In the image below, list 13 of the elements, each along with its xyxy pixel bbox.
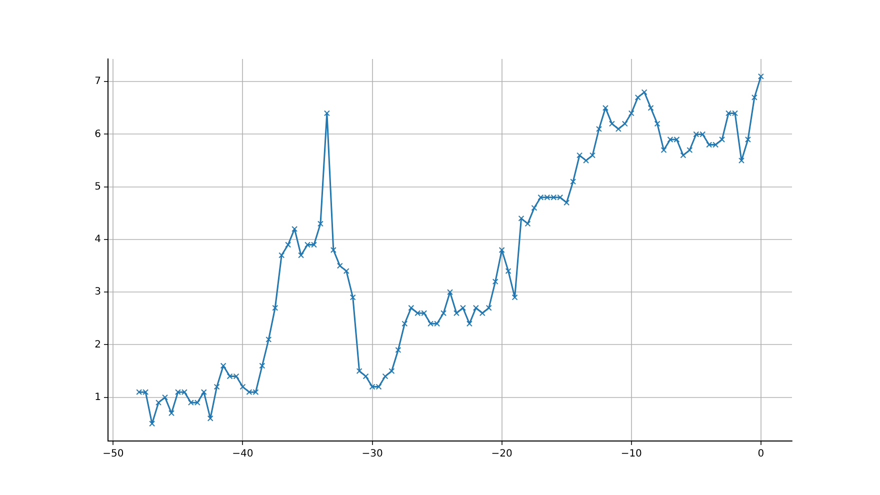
- x-tick-label: −10: [620, 448, 642, 460]
- y-tick-label: 3: [94, 286, 101, 298]
- y-tick-label: 4: [94, 234, 101, 246]
- y-tick-label: 7: [94, 76, 101, 88]
- y-tick-label: 6: [94, 128, 101, 140]
- x-tick-label: −20: [491, 448, 512, 460]
- x-tick-label: −40: [232, 448, 254, 460]
- y-tick-label: 2: [94, 339, 101, 350]
- y-tick-label: 5: [94, 181, 101, 192]
- y-tick-label: 1: [94, 392, 101, 403]
- x-tick-label: −30: [362, 448, 383, 460]
- x-tick-label: −50: [102, 448, 124, 460]
- x-tick-label: 0: [758, 448, 764, 460]
